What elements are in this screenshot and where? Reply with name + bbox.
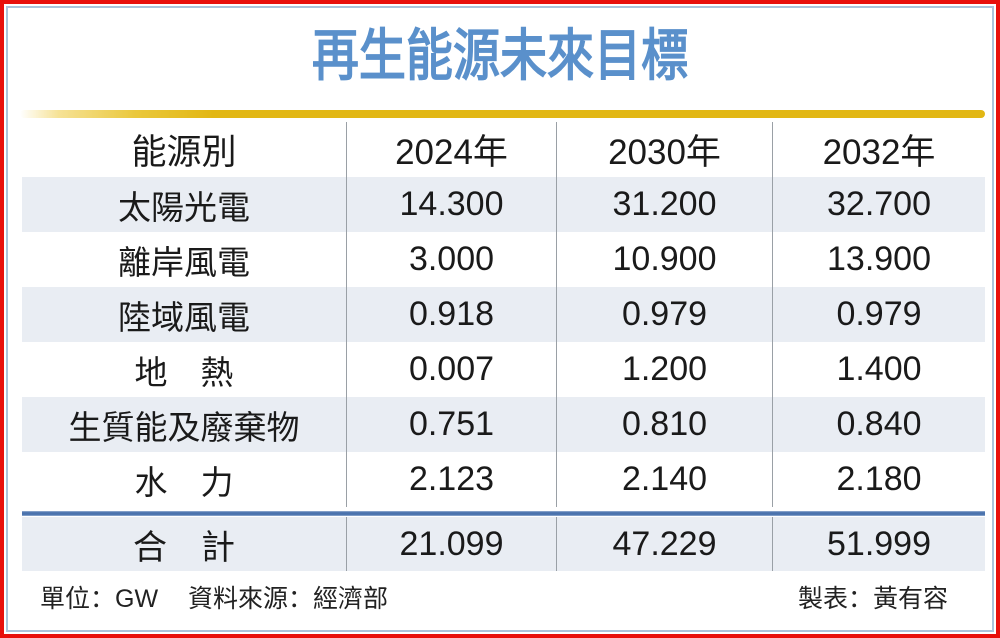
total-separator-rule — [22, 511, 985, 516]
row-value: 2.140 — [557, 452, 773, 507]
data-table: 能源別 2024年 2030年 2032年 太陽光電 14.300 31.200… — [22, 122, 985, 571]
table-row: 陸域風電 0.918 0.979 0.979 — [22, 287, 985, 342]
header-cell-2024: 2024年 — [347, 122, 557, 177]
row-value: 31.200 — [557, 177, 773, 232]
total-label: 合 計 — [22, 517, 347, 571]
total-row: 合 計 21.099 47.229 51.999 — [22, 517, 985, 571]
table-row: 地 熱 0.007 1.200 1.400 — [22, 342, 985, 397]
footer-unit: 單位：GW — [40, 585, 159, 613]
row-value: 13.900 — [827, 240, 931, 278]
row-value: 32.700 — [827, 185, 931, 223]
total-value: 51.999 — [827, 524, 931, 563]
footer-source: 資料來源：經濟部 — [188, 585, 389, 613]
inner-blue-frame — [6, 6, 994, 632]
row-value: 14.300 — [347, 177, 557, 232]
table-body: 太陽光電 14.300 31.200 32.700 離岸風電 3.000 10.… — [22, 177, 985, 507]
footer: 單位：GW 資料來源：經濟部 製表：黃有容 — [40, 579, 948, 615]
total-value: 21.099 — [347, 517, 557, 571]
header-cell-2030: 2030年 — [557, 122, 773, 177]
gold-divider — [20, 110, 985, 118]
row-label: 生質能及廢棄物 — [22, 397, 347, 452]
row-value: 10.900 — [557, 232, 773, 287]
header-cell-energy-type: 能源別 — [22, 122, 347, 177]
row-label: 水 力 — [22, 452, 347, 507]
row-value: 0.979 — [557, 287, 773, 342]
table-row: 離岸風電 3.000 10.900 13.900 — [22, 232, 985, 287]
row-value: 2.180 — [836, 460, 922, 498]
table-row: 生質能及廢棄物 0.751 0.810 0.840 — [22, 397, 985, 452]
row-value: 3.000 — [347, 232, 557, 287]
table-row: 太陽光電 14.300 31.200 32.700 — [22, 177, 985, 232]
total-value: 47.229 — [557, 517, 773, 571]
row-value: 1.200 — [557, 342, 773, 397]
row-value: 1.400 — [836, 350, 922, 388]
row-label: 地 熱 — [22, 342, 347, 397]
footer-left: 單位：GW 資料來源：經濟部 — [40, 579, 388, 615]
row-value: 0.840 — [836, 405, 922, 443]
row-value: 2.123 — [347, 452, 557, 507]
table-row: 水 力 2.123 2.140 2.180 — [22, 452, 985, 507]
row-label: 陸域風電 — [22, 287, 347, 342]
header-cell-2032: 2032年 — [822, 133, 936, 172]
row-value: 0.810 — [557, 397, 773, 452]
row-value: 0.751 — [347, 397, 557, 452]
row-value: 0.918 — [347, 287, 557, 342]
table-header-row: 能源別 2024年 2030年 2032年 — [22, 122, 985, 177]
footer-credit: 製表：黃有容 — [797, 585, 948, 613]
row-label: 太陽光電 — [22, 177, 347, 232]
row-value: 0.007 — [347, 342, 557, 397]
row-label: 離岸風電 — [22, 232, 347, 287]
row-value: 0.979 — [836, 295, 922, 333]
page-title: 再生能源未來目標 — [311, 24, 689, 87]
